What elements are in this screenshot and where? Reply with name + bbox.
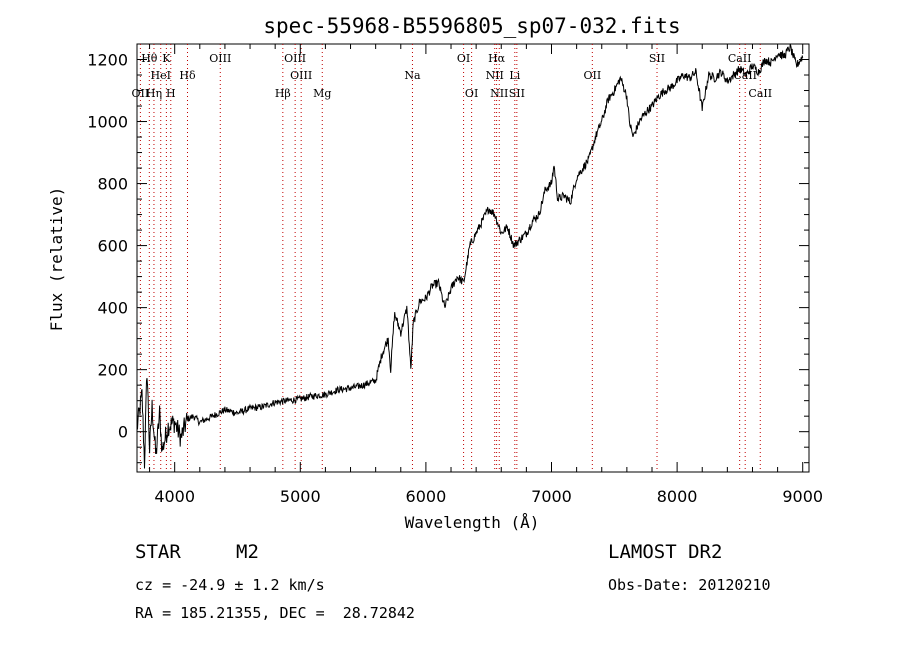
x-tick-label: 6000 — [406, 487, 447, 506]
plot-frame — [136, 43, 810, 473]
spectral-line-label: NII — [490, 87, 508, 100]
y-tick-label: 200 — [97, 361, 128, 380]
spectral-line-label: Hδ — [179, 69, 196, 82]
chart-title: spec-55968-B5596805_sp07-032.fits — [263, 14, 680, 38]
x-axis-label: Wavelength (Å) — [405, 513, 540, 532]
object-subclass: M2 — [236, 541, 259, 563]
spectral-line-label: Mg — [313, 87, 331, 100]
y-axis-ticks: 0 200 400 600 800 1000 1200 — [87, 51, 809, 464]
spectral-line-label: Na — [404, 69, 421, 82]
spectral-line-label: Hα — [488, 52, 506, 65]
spectral-line-label: Hθ — [141, 52, 158, 65]
y-tick-label: 600 — [97, 237, 128, 256]
x-tick-label: 7000 — [531, 487, 572, 506]
spectral-line-label: OIII — [290, 69, 312, 82]
x-tick-label: 5000 — [280, 487, 321, 506]
x-tick-label: 4000 — [154, 487, 195, 506]
spectral-line-label: HeI — [151, 69, 171, 82]
spectral-line-label: OII — [132, 87, 150, 100]
spectral-line-label: K — [162, 52, 171, 65]
spectral-line-label: CaII — [733, 69, 757, 82]
spectral-line-label: H — [166, 87, 176, 100]
spectral-line-label: OI — [457, 52, 470, 65]
x-axis-ticks: 4000 5000 6000 7000 8000 9000 — [149, 44, 823, 506]
spectral-line-label: NII — [486, 69, 504, 82]
x-tick-label: 8000 — [657, 487, 698, 506]
spectral-line-label: Li — [509, 69, 520, 82]
y-axis-label: Flux (relative) — [47, 187, 66, 332]
y-tick-label: 1000 — [87, 113, 128, 132]
spectral-line-label: OII — [583, 69, 601, 82]
observation-date: Obs-Date: 20120210 — [608, 576, 771, 594]
spectrum-line — [136, 43, 804, 469]
spectral-line-label: CaII — [748, 87, 772, 100]
survey-name: LAMOST DR2 — [608, 541, 723, 563]
spectral-line-label: SII — [649, 52, 665, 65]
spectral-line-label: OIII — [209, 52, 231, 65]
y-tick-label: 0 — [118, 423, 128, 442]
x-tick-label: 9000 — [782, 487, 823, 506]
object-class: STAR — [135, 541, 181, 563]
spectral-line-label: Hη — [146, 87, 162, 100]
spectral-line-label: OI — [465, 87, 478, 100]
coordinates: RA = 185.21355, DEC = 28.72842 — [135, 604, 415, 622]
y-tick-label: 400 — [97, 299, 128, 318]
y-tick-label: 800 — [97, 175, 128, 194]
spectral-line-label: CaII — [728, 52, 752, 65]
y-tick-label: 1200 — [87, 51, 128, 70]
spectral-line-label: SII — [509, 87, 525, 100]
spectral-line-label: OIII — [284, 52, 306, 65]
redshift-value: cz = -24.9 ± 1.2 km/s — [135, 576, 325, 594]
spectral-line-marks — [139, 44, 761, 472]
spectral-line-label: Hβ — [275, 87, 291, 100]
